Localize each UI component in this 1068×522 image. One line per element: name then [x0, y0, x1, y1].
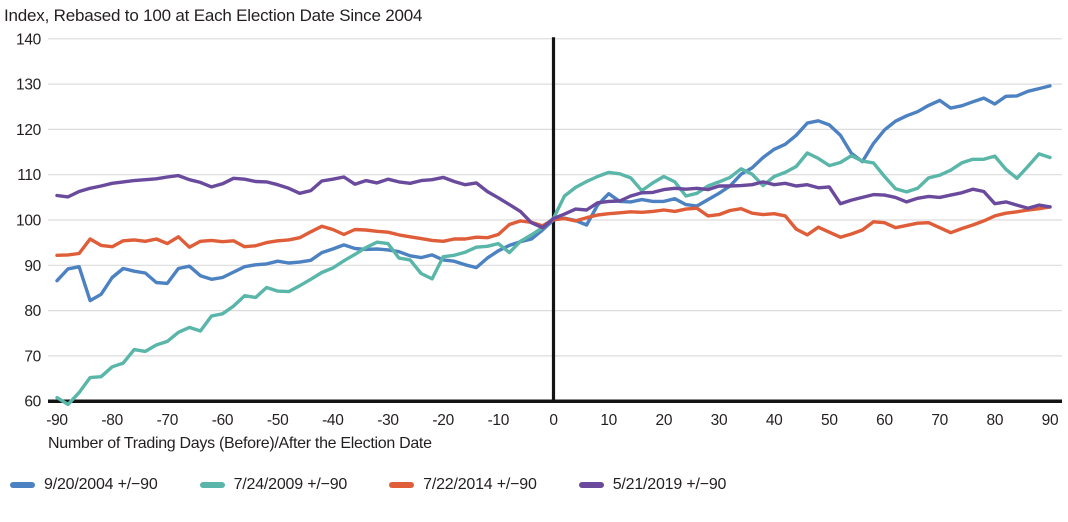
y-tick-label-130: 130: [16, 77, 42, 94]
y-tick-label-100: 100: [16, 213, 42, 230]
legend-item-2014: 7/22/2014 +/−90: [389, 476, 537, 494]
x-tick-label-30: 30: [711, 412, 728, 429]
legend-label-2009: 7/24/2009 +/−90: [233, 476, 348, 493]
legend-item-2019: 5/21/2019 +/−90: [578, 476, 727, 494]
x-tick-label--60: -60: [212, 412, 234, 429]
x-tick-label-70: 70: [931, 412, 948, 429]
legend-item-2009: 7/24/2009 +/−90: [199, 476, 348, 494]
y-tick-label-140: 140: [16, 31, 42, 48]
legend-label-2004: 9/20/2004 +/−90: [44, 476, 158, 493]
x-tick-label-80: 80: [987, 412, 1004, 429]
x-tick-label-20: 20: [656, 412, 673, 429]
x-tick-label--90: -90: [46, 412, 68, 429]
x-axis-title: Number of Trading Days (Before)/After th…: [48, 435, 432, 452]
x-tick-label-10: 10: [600, 412, 617, 429]
x-tick-label-0: 0: [549, 412, 558, 429]
legend-item-2004: 9/20/2004 +/−90: [10, 476, 158, 494]
y-tick-label-60: 60: [24, 394, 41, 411]
chart-title: Index, Rebased to 100 at Each Election D…: [4, 6, 423, 25]
x-tick-label--20: -20: [432, 412, 454, 429]
chart-legend: 9/20/2004 +/−90 7/24/2009 +/−90 7/22/201…: [10, 476, 726, 494]
x-tick-label--80: -80: [101, 412, 123, 429]
legend-swatch-2004-icon: [10, 482, 35, 488]
y-tick-label-80: 80: [24, 303, 41, 320]
series-line-2019: [55, 173, 1052, 230]
legend-swatch-2019-icon: [578, 482, 604, 488]
y-tick-label-90: 90: [24, 258, 41, 275]
x-tick-label-50: 50: [821, 412, 838, 429]
legend-swatch-2014-icon: [389, 482, 415, 488]
x-tick-label-40: 40: [766, 412, 783, 429]
legend-label-2019: 5/21/2019 +/−90: [612, 476, 727, 493]
legend-swatch-2009-icon: [199, 482, 225, 488]
x-tick-label--40: -40: [322, 412, 344, 429]
x-tick-label--70: -70: [157, 412, 179, 429]
y-tick-label-110: 110: [17, 167, 41, 184]
y-tick-label-120: 120: [16, 122, 42, 139]
x-tick-label--10: -10: [488, 412, 510, 429]
x-tick-label--30: -30: [377, 412, 399, 429]
y-tick-label-70: 70: [24, 348, 41, 365]
x-tick-label--50: -50: [267, 412, 289, 429]
x-tick-label-90: 90: [1042, 412, 1059, 429]
x-tick-label-60: 60: [876, 412, 893, 429]
legend-label-2014: 7/22/2014 +/−90: [423, 476, 537, 493]
